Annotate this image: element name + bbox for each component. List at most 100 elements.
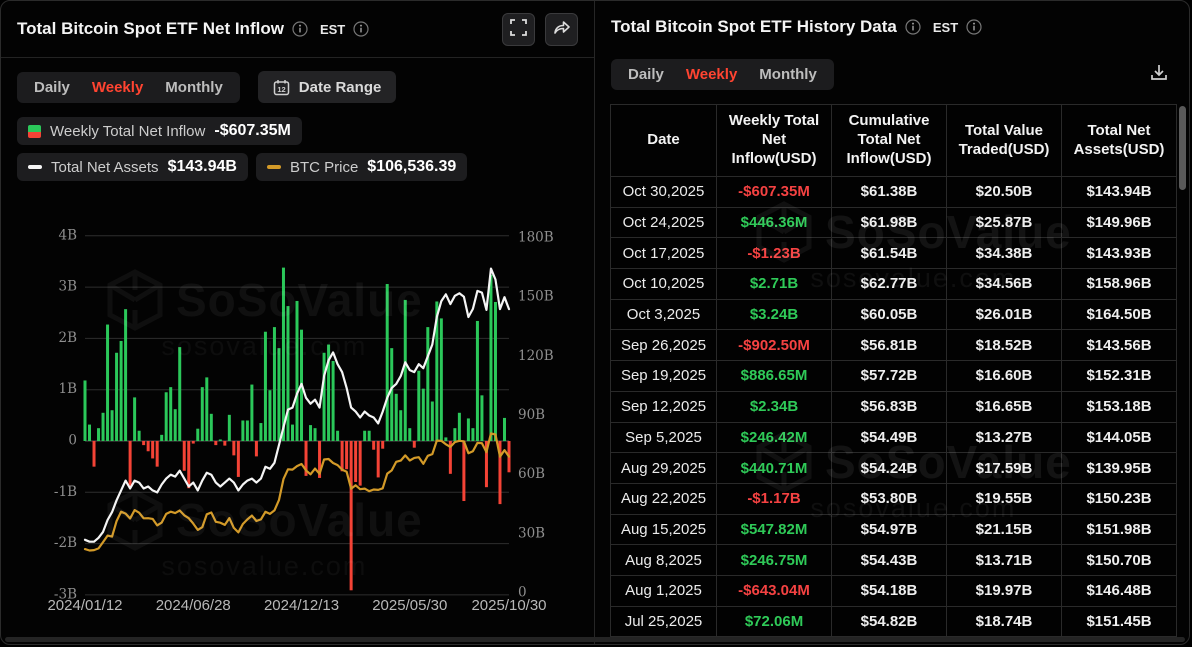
svg-text:2025/10/30: 2025/10/30 [471,597,546,614]
cell-cumulative-inflow: $54.97B [832,514,947,546]
cell-value-traded: $16.60B [947,361,1062,392]
horizontal-scrollbar[interactable] [5,637,1185,642]
cell-net-assets: $143.56B [1062,330,1177,362]
cell-cumulative-inflow: $54.82B [832,606,947,638]
cell-date: Oct 10,2025 [611,269,717,300]
tab-weekly[interactable]: Weekly [91,78,144,96]
cell-date: Jul 25,2025 [611,606,717,638]
legend-item-net-assets[interactable]: Total Net Assets $143.94B [17,153,248,181]
cell-value-traded: $17.59B [947,453,1062,484]
chart-header-actions [502,12,578,46]
svg-text:150B: 150B [518,289,554,305]
legend-marker-inflow [28,124,41,138]
cell-value-traded: $13.27B [947,422,1062,454]
table-row: Aug 1,2025 -$643.04M $54.18B $19.97B $146.48… [611,575,1177,607]
cell-value-traded: $19.97B [947,575,1062,607]
svg-text:30B: 30B [518,525,545,541]
cell-net-assets: $146.48B [1062,575,1177,607]
tab-monthly[interactable]: Monthly [165,78,223,96]
chart-controls: Daily Weekly Monthly 12 Date Range [1,58,594,103]
download-button[interactable] [1145,59,1173,90]
cell-date: Aug 1,2025 [611,575,717,607]
cell-cumulative-inflow: $61.54B [832,238,947,270]
table-row: Jul 25,2025 $72.06M $54.82B $18.74B $151.45B [611,606,1177,638]
cell-net-assets: $151.45B [1062,606,1177,638]
cell-weekly-inflow: $246.42M [717,422,832,454]
svg-text:1B: 1B [58,381,77,397]
cell-weekly-inflow: $446.36M [717,207,832,239]
cell-cumulative-inflow: $53.80B [832,483,947,515]
history-table: Date Weekly Total Net Inflow(USD) Cumula… [610,104,1177,638]
cell-value-traded: $18.52B [947,330,1062,362]
cell-weekly-inflow: -$902.50M [717,330,832,362]
svg-text:12: 12 [277,85,285,94]
cell-cumulative-inflow: $54.18B [832,575,947,607]
column-header-weekly-inflow: Weekly Total Net Inflow(USD) [717,105,832,177]
table-row: Aug 15,2025 $547.82M $54.97B $21.15B $151.98… [611,514,1177,546]
svg-text:2B: 2B [58,330,77,346]
date-range-button[interactable]: 12 Date Range [257,71,397,103]
svg-text:120B: 120B [518,348,554,364]
table-title: Total Bitcoin Spot ETF History Data [611,17,897,36]
legend-item-btc-price[interactable]: BTC Price $106,536.39 [255,153,468,181]
table-row: Sep 26,2025 -$902.50M $56.81B $18.52B $143.5… [611,330,1177,362]
table-panel-header: Total Bitcoin Spot ETF History Data EST [595,1,1189,53]
table-row: Oct 24,2025 $446.36M $61.98B $25.87B $149.96… [611,207,1177,239]
info-icon[interactable] [966,19,982,35]
cell-date: Sep 26,2025 [611,330,717,362]
cell-cumulative-inflow: $56.83B [832,391,947,423]
tab-daily[interactable]: Daily [34,78,70,96]
cell-value-traded: $20.50B [947,177,1062,208]
cell-weekly-inflow: $440.71M [717,453,832,484]
tab-monthly[interactable]: Monthly [759,66,817,83]
svg-text:-2B: -2B [54,535,77,551]
cell-cumulative-inflow: $54.43B [832,545,947,576]
info-icon[interactable] [353,21,369,37]
cell-date: Aug 29,2025 [611,453,717,484]
svg-text:180B: 180B [518,230,554,246]
table-row: Oct 10,2025 $2.71B $62.77B $34.56B $158.96B [611,269,1177,300]
cell-cumulative-inflow: $57.72B [832,361,947,392]
cell-value-traded: $19.55B [947,483,1062,515]
cell-cumulative-inflow: $60.05B [832,299,947,331]
cell-date: Oct 3,2025 [611,299,717,331]
cell-net-assets: $164.50B [1062,299,1177,331]
cell-weekly-inflow: $886.65M [717,361,832,392]
info-icon[interactable] [292,21,308,37]
table-controls: Daily Weekly Monthly [595,53,1189,90]
cell-weekly-inflow: $2.71B [717,269,832,300]
cell-net-assets: $139.95B [1062,453,1177,484]
cell-value-traded: $34.56B [947,269,1062,300]
share-icon [553,20,571,39]
cell-net-assets: $158.96B [1062,269,1177,300]
cell-cumulative-inflow: $54.24B [832,453,947,484]
legend-marker-btc [266,165,281,169]
cell-date: Sep 12,2025 [611,391,717,423]
table-row: Oct 30,2025 -$607.35M $61.38B $20.50B $143.9… [611,177,1177,208]
cell-cumulative-inflow: $61.98B [832,207,947,239]
chart-panel-header: Total Bitcoin Spot ETF Net Inflow EST [1,1,594,58]
etf-inflow-chart-canvas[interactable]: 4B 3B 2B 1B 0 -1B -2B -3B 180B 150B 120B 90B 60B 30B 0… [1,206,596,645]
tab-weekly[interactable]: Weekly [685,66,738,83]
table-vertical-scrollbar[interactable] [1179,106,1186,190]
cell-value-traded: $16.65B [947,391,1062,423]
table-row: Aug 22,2025 -$1.17B $53.80B $19.55B $150.23B [611,483,1177,515]
cell-net-assets: $144.05B [1062,422,1177,454]
history-data-panel: Total Bitcoin Spot ETF History Data EST … [595,1,1189,644]
svg-text:90B: 90B [518,407,545,423]
tab-daily[interactable]: Daily [628,66,664,83]
column-header-value-traded: Total Value Traded(USD) [947,105,1062,177]
cell-cumulative-inflow: $62.77B [832,269,947,300]
cell-net-assets: $149.96B [1062,207,1177,239]
cell-date: Sep 19,2025 [611,361,717,392]
cell-date: Sep 5,2025 [611,422,717,454]
table-row: Sep 5,2025 $246.42M $54.49B $13.27B $144.05B [611,422,1177,454]
info-icon[interactable] [905,19,921,35]
share-button[interactable] [545,12,578,46]
cell-weekly-inflow: -$643.04M [717,575,832,607]
timezone-label: EST [932,19,959,35]
fullscreen-button[interactable] [502,12,535,46]
legend-item-weekly-inflow[interactable]: Weekly Total Net Inflow -$607.35M [17,117,302,145]
column-header-date: Date [611,105,717,177]
